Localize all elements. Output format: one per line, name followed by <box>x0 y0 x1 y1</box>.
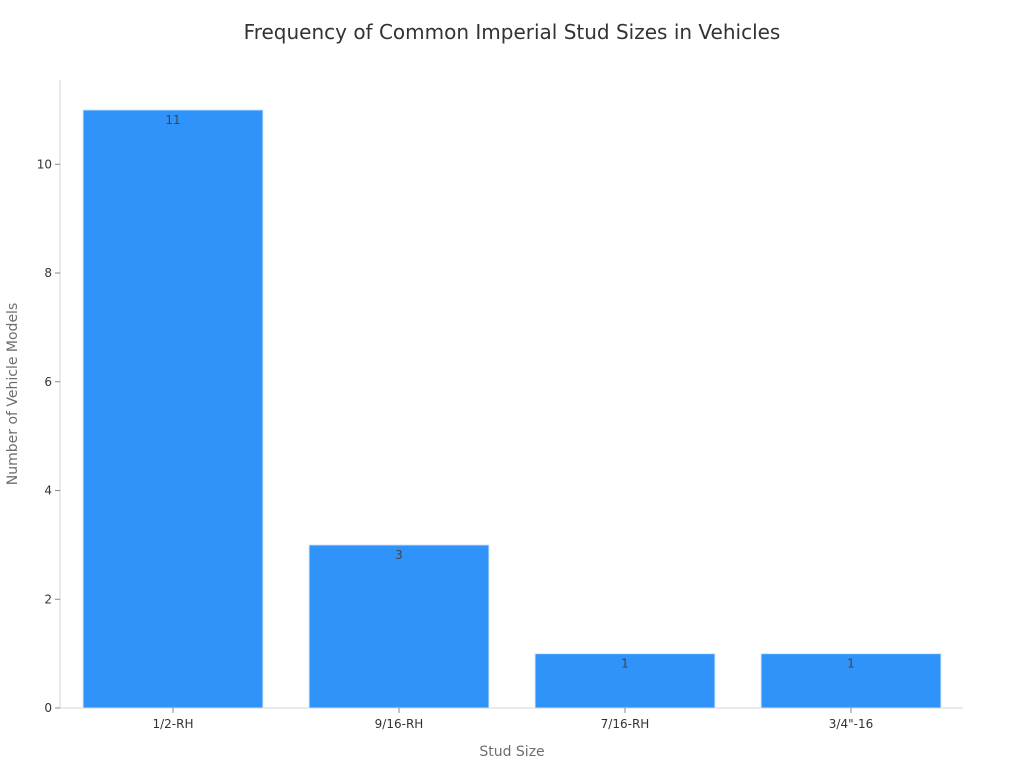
x-tick-label: 3/4"-16 <box>829 717 873 731</box>
bar-value-label: 1 <box>847 657 855 671</box>
y-tick-label: 6 <box>44 375 52 389</box>
bar <box>760 653 942 709</box>
y-tick-label: 2 <box>44 592 52 606</box>
y-tick-label: 8 <box>44 266 52 280</box>
x-tick-label: 7/16-RH <box>601 717 650 731</box>
chart-title: Frequency of Common Imperial Stud Sizes … <box>243 20 781 44</box>
bar <box>534 653 716 709</box>
y-axis-title: Number of Vehicle Models <box>5 303 21 485</box>
y-tick-label: 0 <box>44 701 52 715</box>
y-tick-label: 10 <box>37 157 52 171</box>
bar-value-label: 1 <box>621 657 629 671</box>
bar-value-label: 3 <box>395 548 403 562</box>
x-tick-label: 9/16-RH <box>375 717 424 731</box>
bar-value-label: 11 <box>165 113 180 127</box>
axes-layer: 0 2 4 6 8 10 1/2-RH 9/16-RH 7/16-RH 3/4"-16 <box>37 80 963 731</box>
x-tick-label: 1/2-RH <box>152 717 193 731</box>
bar <box>82 109 264 709</box>
x-axis-title: Stud Size <box>479 744 544 760</box>
bar <box>308 544 490 709</box>
y-tick-label: 4 <box>44 484 52 498</box>
